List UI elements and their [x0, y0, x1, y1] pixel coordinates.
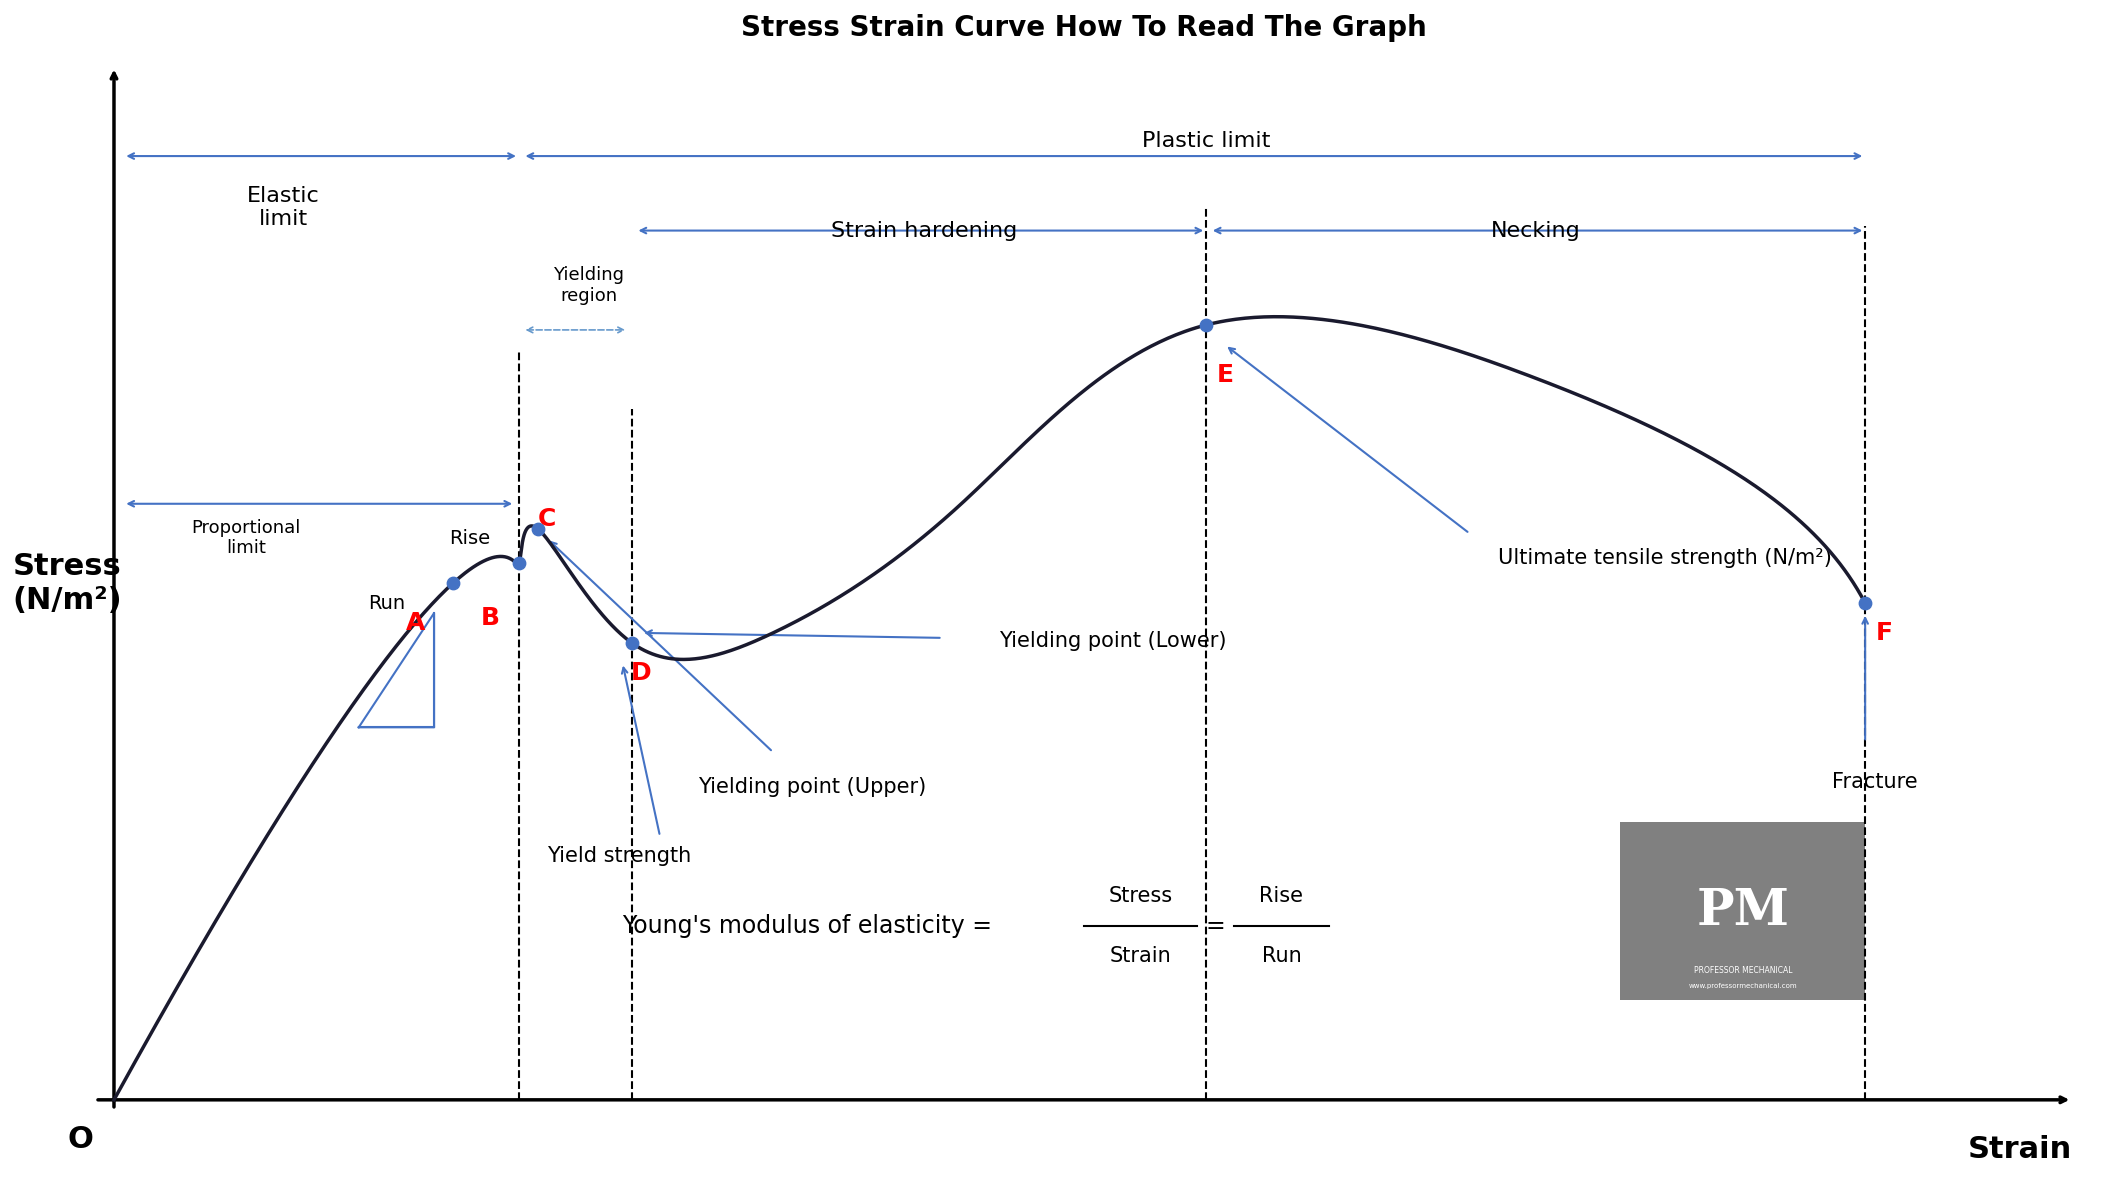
Text: Stress
(N/m²): Stress (N/m²)	[13, 552, 122, 615]
Text: Stress: Stress	[1107, 886, 1172, 906]
Text: Rise: Rise	[448, 529, 490, 548]
Point	[501, 553, 535, 572]
Text: Proportional
limit: Proportional limit	[192, 519, 301, 557]
Text: Strain hardening: Strain hardening	[831, 221, 1017, 241]
Text: www.professormechanical.com: www.professormechanical.com	[1688, 983, 1798, 989]
Text: Strain: Strain	[1109, 946, 1170, 966]
Title: Stress Strain Curve How To Read The Graph: Stress Strain Curve How To Read The Grap…	[741, 14, 1427, 41]
Text: Run: Run	[368, 594, 406, 612]
FancyBboxPatch shape	[1621, 821, 1865, 1001]
Text: Yielding point (Upper): Yielding point (Upper)	[697, 776, 926, 797]
Point	[520, 519, 554, 538]
Text: A: A	[406, 611, 425, 635]
Text: =: =	[1206, 914, 1225, 938]
Point	[436, 573, 469, 592]
Text: Strain: Strain	[1968, 1135, 2071, 1163]
Text: D: D	[632, 661, 653, 684]
Text: Yield strength: Yield strength	[547, 846, 690, 866]
Text: B: B	[482, 607, 501, 630]
Point	[615, 634, 648, 653]
Text: Rise: Rise	[1259, 886, 1303, 906]
Text: Run: Run	[1261, 946, 1301, 966]
Text: C: C	[539, 506, 556, 531]
Text: Young's modulus of elasticity =: Young's modulus of elasticity =	[623, 914, 1000, 938]
Point	[1848, 594, 1882, 612]
Text: Ultimate tensile strength (N/m²): Ultimate tensile strength (N/m²)	[1499, 549, 1831, 569]
Text: Fracture: Fracture	[1831, 772, 1918, 792]
Text: Necking: Necking	[1490, 221, 1581, 241]
Text: Elastic
limit: Elastic limit	[246, 186, 320, 229]
Text: F: F	[1876, 621, 1892, 645]
Text: Plastic limit: Plastic limit	[1141, 131, 1269, 151]
Text: E: E	[1217, 362, 1234, 387]
Text: PROFESSOR MECHANICAL: PROFESSOR MECHANICAL	[1695, 966, 1791, 975]
Text: Yielding
region: Yielding region	[554, 267, 623, 306]
Text: O: O	[67, 1125, 93, 1154]
Point	[1189, 315, 1223, 334]
Text: PM: PM	[1697, 886, 1789, 936]
Text: Yielding point (Lower): Yielding point (Lower)	[1000, 631, 1227, 651]
